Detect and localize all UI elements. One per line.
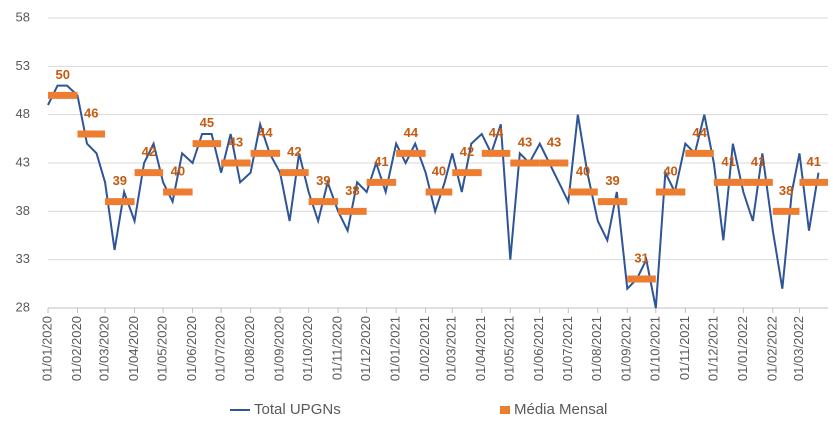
value-label: 45 [200, 115, 214, 130]
value-label: 40 [171, 163, 185, 178]
value-label: 44 [258, 125, 273, 140]
y-tick-label: 48 [16, 106, 30, 121]
legend-label: Média Mensal [514, 401, 607, 418]
value-label: 38 [345, 183, 359, 198]
value-label: 41 [806, 154, 820, 169]
y-tick-label: 53 [16, 58, 30, 73]
y-tick-label: 43 [16, 154, 30, 169]
x-tick-label: 01/11/2021 [677, 316, 692, 380]
line-series [47, 84, 820, 309]
legend-swatch [500, 406, 510, 414]
value-label: 40 [663, 163, 677, 178]
x-tick-label: 01/08/2020 [242, 316, 257, 381]
x-tick-label: 01/01/2020 [39, 316, 54, 381]
y-tick-label: 33 [16, 251, 30, 266]
value-label: 41 [374, 154, 388, 169]
x-tick-label: 01/10/2020 [300, 316, 315, 381]
y-tick-label: 28 [16, 299, 30, 314]
y-tick-label: 38 [16, 203, 30, 218]
x-tick-label: 01/05/2021 [502, 316, 517, 381]
x-tick-label: 01/04/2021 [473, 316, 488, 381]
value-label: 43 [547, 134, 561, 149]
value-label: 41 [721, 154, 735, 169]
x-tick-label: 01/11/2020 [330, 316, 345, 380]
value-label: 42 [287, 144, 301, 159]
x-tick-label: 01/07/2021 [560, 316, 575, 381]
x-tick-label: 01/02/2022 [764, 316, 779, 381]
x-tick-label: 01/07/2020 [213, 316, 228, 381]
legend-label: Total UPGNs [254, 401, 341, 418]
x-tick-label: 01/01/2022 [735, 316, 750, 381]
value-label: 40 [576, 163, 590, 178]
value-label: 39 [316, 173, 330, 188]
value-label: 46 [84, 105, 98, 120]
x-tick-label: 01/09/2021 [619, 316, 634, 381]
value-label: 42 [460, 144, 474, 159]
x-tick-label: 01/02/2020 [69, 316, 84, 381]
value-label: 44 [692, 125, 707, 140]
x-tick-label: 01/08/2021 [589, 316, 604, 381]
value-label: 44 [404, 125, 419, 140]
x-tick-label: 01/06/2021 [531, 316, 546, 381]
value-label: 41 [751, 154, 765, 169]
value-label: 50 [56, 67, 70, 82]
x-tick-label: 01/03/2022 [791, 316, 806, 381]
value-label: 40 [432, 163, 446, 178]
x-tick-label: 01/12/2021 [705, 316, 720, 381]
value-label: 39 [605, 173, 619, 188]
x-tick-label: 01/10/2021 [647, 316, 662, 381]
value-label: 39 [113, 173, 127, 188]
value-label: 43 [518, 134, 532, 149]
x-tick-label: 01/05/2020 [155, 316, 170, 381]
x-tick-label: 01/04/2020 [126, 316, 141, 381]
x-tick-label: 01/03/2021 [444, 316, 459, 381]
x-tick-label: 01/03/2020 [97, 316, 112, 381]
value-label: 42 [142, 144, 156, 159]
value-label: 43 [229, 134, 243, 149]
x-tick-label: 01/09/2020 [272, 316, 287, 381]
value-label: 38 [779, 183, 793, 198]
value-label: 44 [489, 125, 504, 140]
x-tick-label: 01/02/2021 [417, 316, 432, 381]
x-tick-label: 01/12/2020 [358, 316, 373, 381]
value-label: 31 [634, 250, 648, 265]
x-tick-label: 01/01/2021 [388, 316, 403, 381]
y-tick-label: 58 [16, 9, 30, 24]
x-tick-label: 01/06/2020 [184, 316, 199, 381]
